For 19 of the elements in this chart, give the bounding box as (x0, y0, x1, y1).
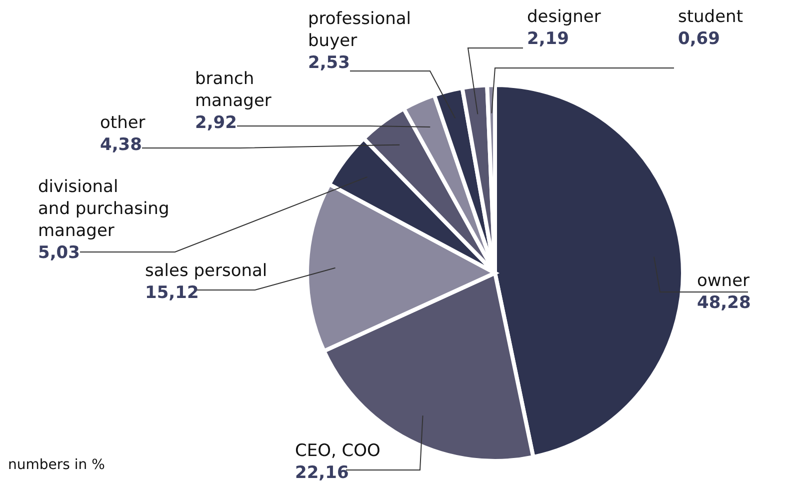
data-label: 22,16 (295, 463, 349, 481)
slice-label: professional buyer (308, 9, 412, 51)
slice-label: CEO, COO (295, 441, 380, 461)
slice-label: student (678, 7, 744, 27)
data-label: 5,03 (38, 243, 80, 263)
data-label: 2,53 (308, 53, 350, 73)
text: numbers in % (8, 457, 105, 473)
data-label: 2,19 (527, 29, 569, 49)
data-label: 15,12 (145, 283, 199, 303)
slice-label: sales personal (145, 261, 268, 281)
data-label: 2,92 (195, 113, 237, 133)
slice-label: branch manager (195, 69, 272, 111)
slice-label: other (100, 113, 146, 133)
data-label: 4,38 (100, 135, 142, 155)
data-label: 48,28 (697, 293, 751, 313)
data-label: 0,69 (678, 29, 720, 49)
slice-label: divisional and purchasing manager (38, 177, 170, 241)
slice-label: owner (697, 271, 750, 291)
slice-label: designer (527, 7, 601, 27)
